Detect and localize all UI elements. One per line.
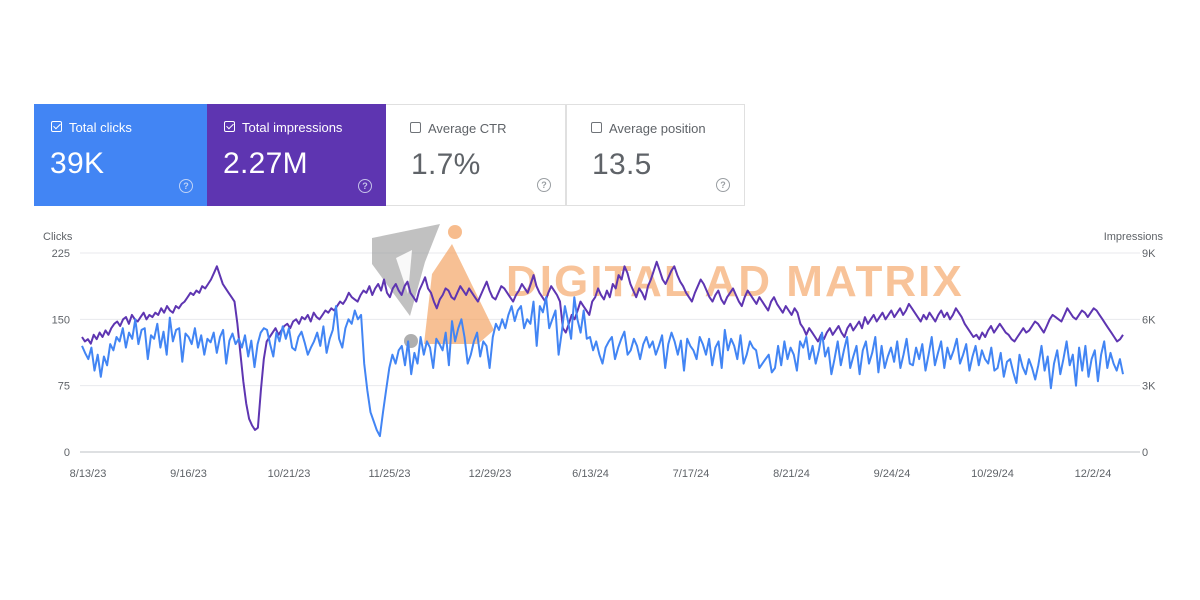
- series-line-total-clicks[interactable]: [81, 296, 1124, 438]
- x-tick-label: 8/13/23: [70, 468, 107, 480]
- metric-cards: Total clicks 39K ? Total impressions 2.2…: [34, 104, 745, 206]
- right-tick-label: 9K: [1142, 248, 1156, 260]
- x-tick-label: 6/13/24: [572, 468, 609, 480]
- total-impressions-checkbox[interactable]: [224, 121, 235, 132]
- x-tick-label: 10/21/23: [268, 468, 311, 480]
- right-tick-label: 3K: [1142, 381, 1156, 393]
- card-total-clicks[interactable]: Total clicks 39K ?: [34, 104, 207, 206]
- x-tick-label: 10/29/24: [971, 468, 1014, 480]
- left-tick-label: 150: [52, 314, 70, 326]
- card-average-position[interactable]: Average position 13.5 ?: [566, 104, 745, 206]
- watermark: DIGITAL AD MATRIX: [372, 224, 964, 348]
- help-icon[interactable]: ?: [716, 178, 730, 192]
- right-tick-label: 6K: [1142, 314, 1156, 326]
- x-tick-label: 12/2/24: [1075, 468, 1112, 480]
- card-average-ctr[interactable]: Average CTR 1.7% ?: [386, 104, 566, 206]
- left-tick-label: 0: [64, 447, 70, 459]
- x-tick-label: 9/16/23: [170, 468, 207, 480]
- card-value: 2.27M: [223, 147, 308, 180]
- average-ctr-checkbox[interactable]: [410, 122, 421, 133]
- help-icon[interactable]: ?: [358, 179, 372, 193]
- left-axis-ticks: 0 75 150 225: [52, 248, 70, 459]
- card-label: Total impressions: [242, 120, 343, 135]
- right-axis-ticks: 0 3K 6K 9K: [1142, 248, 1156, 459]
- help-icon[interactable]: ?: [537, 178, 551, 192]
- performance-chart: DIGITAL AD MATRIX Clicks Impressions 0 75…: [43, 224, 1164, 480]
- card-value: 1.7%: [411, 148, 481, 181]
- card-label: Total clicks: [69, 120, 132, 135]
- x-tick-label: 12/29/23: [469, 468, 512, 480]
- card-label: Average position: [609, 121, 706, 136]
- x-tick-label: 8/21/24: [773, 468, 810, 480]
- x-tick-label: 7/17/24: [673, 468, 710, 480]
- card-value: 13.5: [592, 148, 652, 181]
- diamond-pin-logo: [372, 224, 494, 348]
- total-clicks-checkbox[interactable]: [51, 121, 62, 132]
- right-tick-label: 0: [1142, 447, 1148, 459]
- card-label: Average CTR: [428, 121, 507, 136]
- gridlines: [80, 252, 1140, 453]
- left-tick-label: 75: [58, 381, 70, 393]
- card-total-impressions[interactable]: Total impressions 2.27M ?: [207, 104, 386, 206]
- help-icon[interactable]: ?: [179, 179, 193, 193]
- x-tick-label: 11/25/23: [368, 468, 410, 480]
- left-axis-title: Clicks: [43, 231, 73, 243]
- series-layer: [81, 260, 1124, 438]
- right-axis-title: Impressions: [1104, 231, 1164, 243]
- watermark-text: DIGITAL AD MATRIX: [506, 257, 964, 306]
- left-tick-label: 225: [52, 248, 70, 260]
- average-position-checkbox[interactable]: [591, 122, 602, 133]
- card-value: 39K: [50, 147, 105, 180]
- x-axis-ticks: 8/13/23 9/16/23 10/21/23 11/25/23 12/29/23 6/…: [70, 468, 1112, 480]
- series-line-total-impressions[interactable]: [81, 260, 1124, 431]
- x-tick-label: 9/24/24: [874, 468, 911, 480]
